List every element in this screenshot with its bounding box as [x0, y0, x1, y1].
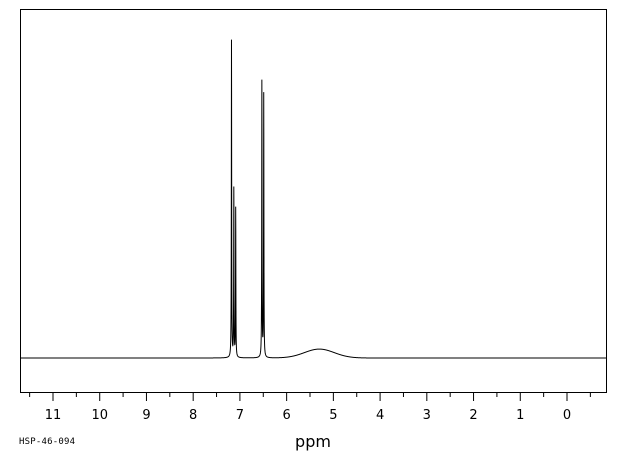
- x-tick-label: 11: [45, 408, 62, 423]
- x-tick-label: 2: [469, 408, 477, 423]
- x-tick-label: 4: [376, 408, 384, 423]
- spectrum-trace: [20, 39, 606, 359]
- x-axis-ticks: [29, 392, 591, 401]
- x-tick-label: 6: [282, 408, 290, 423]
- x-tick-label: 5: [329, 408, 337, 423]
- x-tick-label: 3: [423, 408, 431, 423]
- x-tick-label: 10: [91, 408, 108, 423]
- plot-frame-upper: [20, 9, 607, 393]
- x-tick-label: 1: [516, 408, 524, 423]
- x-axis-tick-labels: 11 10 9 8 7 6 5 4 3 2 1 0: [45, 408, 571, 423]
- x-tick-label: 0: [563, 408, 571, 423]
- sample-id-label: HSP-46-094: [19, 437, 76, 447]
- x-axis-label: ppm: [295, 432, 331, 451]
- x-tick-label: 7: [236, 408, 244, 423]
- x-tick-label: 8: [189, 408, 197, 423]
- x-tick-label: 9: [142, 408, 150, 423]
